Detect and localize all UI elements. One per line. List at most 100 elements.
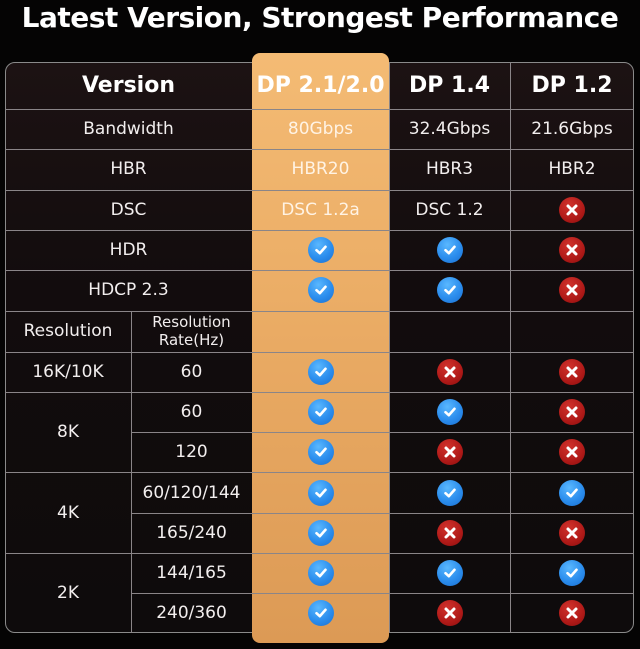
feature-value: 21.6Gbps xyxy=(531,119,613,140)
resolution-label: 8K xyxy=(57,422,79,443)
refresh-rate: 60 xyxy=(180,361,203,382)
row-divider xyxy=(5,190,634,191)
support-value xyxy=(252,352,389,392)
support-value xyxy=(510,432,634,472)
row-divider xyxy=(131,593,634,594)
refresh-rate: 60 xyxy=(180,401,203,422)
support-value xyxy=(510,352,634,392)
cross-icon xyxy=(559,519,585,546)
support-value xyxy=(252,432,389,472)
support-value xyxy=(510,392,634,432)
refresh-rate: 60/120/144 xyxy=(142,482,241,503)
support-value xyxy=(389,432,510,472)
header-version-label: Version xyxy=(81,73,175,98)
support-value xyxy=(252,553,389,593)
check-icon xyxy=(436,277,463,304)
check-icon xyxy=(307,519,334,546)
support-value xyxy=(389,352,510,392)
feature-label: HDR xyxy=(109,240,148,261)
header-column-1: DP 1.4 xyxy=(408,73,491,98)
header-column-0: DP 2.1/2.0 xyxy=(256,73,385,98)
support-value xyxy=(389,472,510,512)
check-icon xyxy=(307,560,334,587)
resolution-label: 4K xyxy=(57,502,79,523)
row-divider xyxy=(5,230,634,231)
cross-icon xyxy=(436,519,463,546)
column-divider xyxy=(510,62,511,633)
feature-value: HBR3 xyxy=(425,159,474,180)
rate-header: Resolution Rate(Hz) xyxy=(152,313,231,349)
header-column-2: DP 1.2 xyxy=(531,73,613,98)
cross-icon xyxy=(436,600,463,627)
support-value xyxy=(389,553,510,593)
row-divider xyxy=(5,109,634,110)
check-icon xyxy=(307,358,334,385)
page-title: Latest Version, Strongest Performance xyxy=(21,1,619,34)
support-value xyxy=(252,472,389,512)
row-divider xyxy=(131,432,634,433)
resolution-label: 16K/10K xyxy=(32,361,104,382)
support-value xyxy=(252,593,389,633)
feature-value: DSC 1.2a xyxy=(281,199,360,220)
check-icon xyxy=(307,479,334,506)
support-value xyxy=(252,513,389,553)
feature-value xyxy=(389,230,510,270)
check-icon xyxy=(307,600,334,627)
check-icon xyxy=(307,439,334,466)
check-icon xyxy=(436,560,463,587)
cross-icon xyxy=(559,358,585,385)
row-divider xyxy=(5,270,634,271)
support-value xyxy=(510,513,634,553)
support-value xyxy=(389,513,510,553)
cross-icon xyxy=(559,237,585,264)
feature-label: DSC xyxy=(110,199,147,220)
feature-value xyxy=(389,270,510,310)
row-divider xyxy=(131,513,634,514)
check-icon xyxy=(436,479,463,506)
check-icon xyxy=(307,277,334,304)
check-icon xyxy=(559,560,585,587)
refresh-rate: 120 xyxy=(175,442,208,463)
feature-value: HBR2 xyxy=(548,159,596,180)
row-divider xyxy=(5,352,634,353)
feature-label: HBR xyxy=(110,159,147,180)
column-divider xyxy=(389,62,390,633)
feature-value xyxy=(510,230,634,270)
refresh-rate: 165/240 xyxy=(156,522,227,543)
feature-value: DSC 1.2 xyxy=(415,199,484,220)
check-icon xyxy=(559,479,585,506)
support-value xyxy=(510,472,634,512)
refresh-rate: 240/360 xyxy=(156,603,227,624)
cross-icon xyxy=(559,398,585,425)
feature-label: HDCP 2.3 xyxy=(88,280,169,301)
support-value xyxy=(389,392,510,432)
column-divider xyxy=(131,310,132,633)
cross-icon xyxy=(559,196,585,223)
row-divider xyxy=(5,472,634,473)
feature-label: Bandwidth xyxy=(83,119,174,140)
row-divider xyxy=(5,392,634,393)
resolution-label: 2K xyxy=(57,583,79,604)
feature-value xyxy=(252,230,389,270)
feature-value xyxy=(510,270,634,310)
row-divider xyxy=(5,553,634,554)
support-value xyxy=(389,593,510,633)
support-value xyxy=(510,593,634,633)
support-value xyxy=(252,392,389,432)
feature-value: HBR20 xyxy=(291,159,350,180)
cross-icon xyxy=(436,358,463,385)
check-icon xyxy=(307,398,334,425)
check-icon xyxy=(307,237,334,264)
resolution-header: Resolution xyxy=(23,321,113,341)
cross-icon xyxy=(559,277,585,304)
row-divider xyxy=(5,311,634,312)
feature-value xyxy=(252,270,389,310)
cross-icon xyxy=(559,439,585,466)
check-icon xyxy=(436,237,463,264)
check-icon xyxy=(436,398,463,425)
cross-icon xyxy=(436,439,463,466)
row-divider xyxy=(5,149,634,150)
refresh-rate: 144/165 xyxy=(156,563,227,584)
feature-value: 32.4Gbps xyxy=(408,119,491,140)
support-value xyxy=(510,553,634,593)
